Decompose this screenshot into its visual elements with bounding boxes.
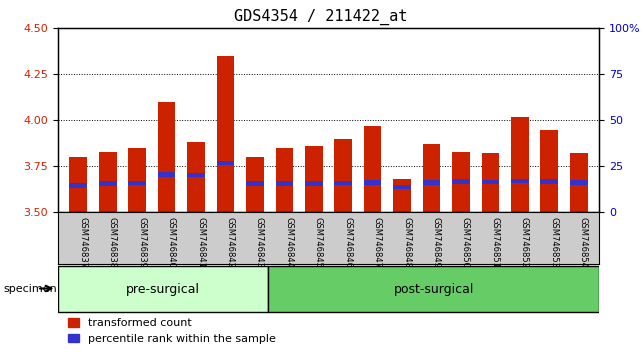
Text: GSM746853: GSM746853 (549, 217, 558, 268)
Bar (58, 266, 269, 313)
Bar (511, 179, 529, 183)
Text: GSM746844: GSM746844 (285, 217, 294, 267)
Bar (422, 180, 440, 185)
Bar (158, 172, 176, 177)
Text: pre-surgical: pre-surgical (126, 283, 200, 296)
Bar (246, 181, 263, 186)
Text: GSM746843: GSM746843 (255, 217, 264, 268)
Bar (217, 161, 235, 165)
Bar (276, 148, 293, 212)
Bar (269, 266, 599, 313)
Text: GSM746854: GSM746854 (579, 217, 588, 267)
Text: post-surgical: post-surgical (394, 283, 474, 296)
Bar (335, 181, 352, 185)
Text: GSM746849: GSM746849 (431, 217, 440, 267)
Text: GSM746837: GSM746837 (78, 217, 87, 268)
Bar (158, 102, 176, 212)
Bar (128, 148, 146, 212)
Bar (394, 185, 411, 189)
Bar (69, 157, 87, 212)
Text: GSM746841: GSM746841 (196, 217, 205, 267)
Bar (128, 181, 146, 185)
Bar (187, 142, 205, 212)
Bar (187, 173, 205, 177)
Bar (452, 152, 470, 212)
Bar (276, 181, 293, 186)
Text: GSM746852: GSM746852 (520, 217, 529, 267)
Bar (452, 179, 470, 184)
Bar (305, 181, 322, 186)
Text: GSM746847: GSM746847 (372, 217, 381, 268)
Bar (394, 179, 411, 212)
Text: GDS4354 / 211422_at: GDS4354 / 211422_at (234, 9, 407, 25)
Bar (570, 180, 588, 185)
Text: GSM746842: GSM746842 (226, 217, 235, 267)
Bar (570, 154, 588, 212)
Bar (246, 157, 263, 212)
Text: GSM746846: GSM746846 (343, 217, 353, 268)
Text: GSM746838: GSM746838 (108, 217, 117, 268)
Bar (422, 144, 440, 212)
Text: GSM746850: GSM746850 (461, 217, 470, 267)
Bar (335, 139, 352, 212)
Bar (540, 130, 558, 212)
Legend: transformed count, percentile rank within the sample: transformed count, percentile rank withi… (63, 314, 280, 348)
Bar (364, 180, 381, 185)
Text: GSM746839: GSM746839 (137, 217, 146, 268)
Text: GSM746845: GSM746845 (314, 217, 323, 267)
Text: GSM746851: GSM746851 (490, 217, 499, 267)
Bar (99, 152, 117, 212)
Bar (511, 117, 529, 212)
Bar (305, 146, 322, 212)
Bar (364, 126, 381, 212)
Bar (481, 154, 499, 212)
Text: GSM746848: GSM746848 (402, 217, 411, 268)
Text: specimen: specimen (3, 284, 57, 293)
Bar (99, 181, 117, 186)
Bar (540, 179, 558, 184)
Bar (481, 180, 499, 184)
Text: GSM746840: GSM746840 (167, 217, 176, 267)
Bar (217, 56, 235, 212)
Bar (69, 183, 87, 188)
